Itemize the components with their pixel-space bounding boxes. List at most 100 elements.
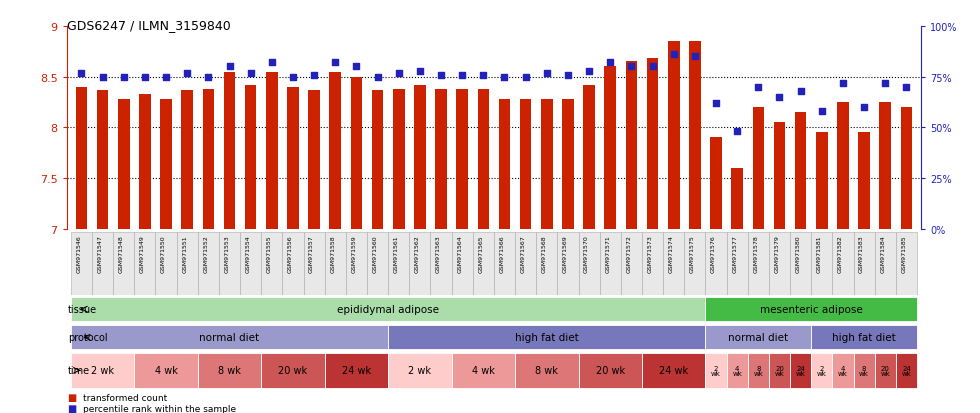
Text: GSM971546: GSM971546 — [76, 235, 81, 273]
Bar — [600, 233, 621, 295]
Bar — [219, 233, 240, 295]
Text: 4 wk: 4 wk — [155, 366, 177, 375]
Text: 24
wk: 24 wk — [796, 365, 806, 376]
Text: 2 wk: 2 wk — [409, 366, 431, 375]
Point — [116, 74, 131, 81]
Bar — [769, 353, 790, 388]
Bar — [203, 90, 215, 229]
Text: percentile rank within the sample: percentile rank within the sample — [83, 404, 236, 413]
Text: 2 wk: 2 wk — [91, 366, 114, 375]
Bar — [161, 100, 171, 229]
Point — [729, 129, 745, 135]
Point — [623, 64, 639, 71]
Point — [307, 72, 322, 79]
Point — [243, 70, 259, 77]
Bar — [198, 233, 219, 295]
Point — [771, 94, 787, 101]
Point — [285, 74, 301, 81]
Text: GSM971572: GSM971572 — [626, 235, 631, 273]
Bar — [477, 90, 489, 229]
Point — [645, 64, 661, 71]
Bar — [578, 353, 642, 388]
Bar — [558, 233, 578, 295]
Text: GSM971561: GSM971561 — [394, 235, 399, 273]
Point — [137, 74, 153, 81]
Bar — [324, 233, 346, 295]
Point — [221, 64, 237, 71]
Bar — [367, 233, 388, 295]
Bar — [435, 90, 447, 229]
Text: time: time — [68, 366, 90, 375]
Point — [349, 64, 365, 71]
Bar — [393, 90, 405, 229]
Text: GSM971573: GSM971573 — [648, 235, 653, 273]
Text: GSM971551: GSM971551 — [182, 235, 187, 273]
Point — [603, 60, 618, 66]
Bar — [75, 88, 87, 229]
Bar — [457, 90, 468, 229]
Bar — [684, 233, 706, 295]
Bar — [731, 169, 743, 229]
Bar — [790, 233, 811, 295]
Bar — [415, 85, 425, 229]
Text: GSM971585: GSM971585 — [902, 235, 906, 273]
Bar — [710, 138, 722, 229]
Text: GSM971576: GSM971576 — [711, 235, 716, 273]
Bar — [896, 353, 917, 388]
Text: ■: ■ — [67, 403, 75, 413]
Point — [539, 70, 555, 77]
Point — [561, 72, 576, 79]
Bar — [583, 85, 595, 229]
Point — [814, 109, 830, 115]
Bar — [430, 233, 452, 295]
Bar — [134, 233, 156, 295]
Bar — [134, 353, 198, 388]
Text: GSM971557: GSM971557 — [309, 235, 315, 273]
Text: GSM971564: GSM971564 — [458, 235, 463, 273]
Point — [327, 60, 343, 66]
Bar — [816, 133, 827, 229]
Text: GSM971563: GSM971563 — [436, 235, 441, 273]
Bar — [748, 233, 769, 295]
Text: transformed count: transformed count — [83, 393, 168, 402]
Text: 2
wk: 2 wk — [817, 365, 827, 376]
Bar — [240, 233, 262, 295]
Bar — [262, 353, 324, 388]
Text: 20
wk: 20 wk — [880, 365, 890, 376]
Bar — [139, 95, 151, 229]
Bar — [410, 233, 430, 295]
Text: 24 wk: 24 wk — [342, 366, 371, 375]
Point — [581, 68, 597, 75]
Text: GSM971556: GSM971556 — [288, 235, 293, 273]
Bar — [71, 297, 706, 321]
Bar — [795, 113, 807, 229]
Point — [201, 74, 217, 81]
Bar — [309, 90, 319, 229]
Text: GSM971553: GSM971553 — [224, 235, 229, 273]
Point — [475, 72, 491, 79]
Text: GSM971574: GSM971574 — [668, 235, 673, 273]
Text: GSM971558: GSM971558 — [330, 235, 335, 273]
Bar — [515, 233, 536, 295]
Bar — [563, 100, 573, 229]
Text: 4 wk: 4 wk — [472, 366, 495, 375]
Point — [179, 70, 195, 77]
Bar — [811, 325, 917, 349]
Point — [793, 88, 808, 95]
Text: 24 wk: 24 wk — [660, 366, 688, 375]
Text: normal diet: normal diet — [200, 332, 260, 342]
Bar — [854, 233, 875, 295]
Point — [751, 84, 766, 91]
Bar — [811, 353, 832, 388]
Bar — [346, 233, 367, 295]
Text: 8 wk: 8 wk — [535, 366, 559, 375]
Text: GDS6247 / ILMN_3159840: GDS6247 / ILMN_3159840 — [67, 19, 230, 31]
Point — [74, 70, 89, 77]
Point — [158, 74, 173, 81]
Point — [455, 72, 470, 79]
Text: GSM971579: GSM971579 — [774, 235, 779, 273]
Text: high fat diet: high fat diet — [514, 332, 578, 342]
Bar — [837, 103, 849, 229]
Bar — [647, 59, 659, 229]
Text: GSM971559: GSM971559 — [352, 235, 357, 273]
